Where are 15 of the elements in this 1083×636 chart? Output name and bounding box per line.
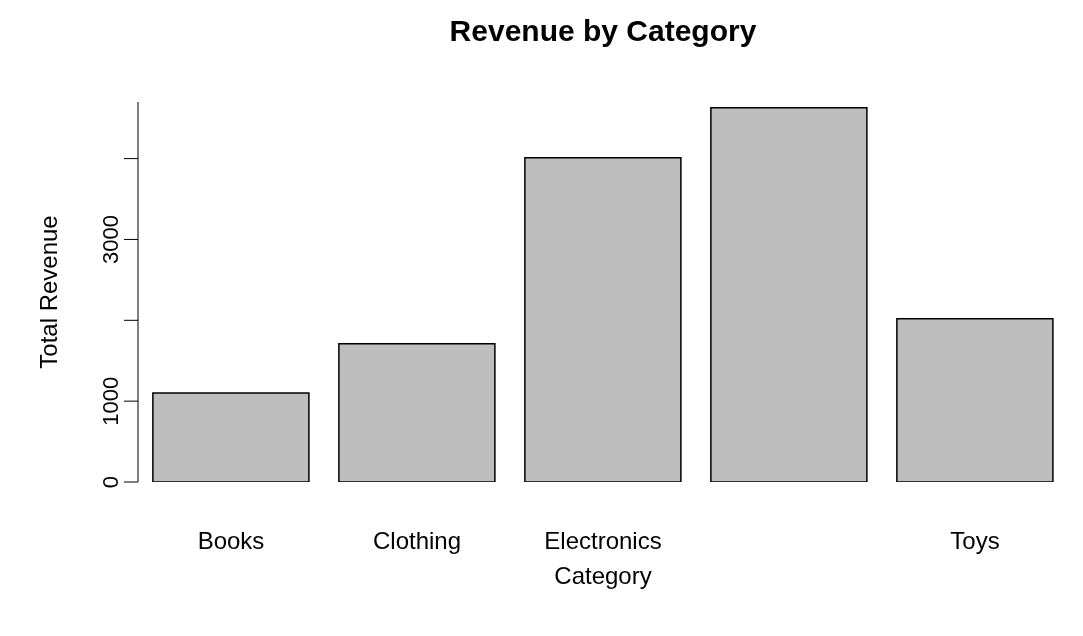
x-axis-title: Category — [554, 562, 652, 589]
y-axis-title: Total Revenue — [34, 215, 62, 369]
bar — [710, 106, 868, 482]
x-tick-label: Toys — [950, 527, 1000, 555]
chart-title: Revenue by Category — [448, 13, 758, 49]
bar — [338, 342, 496, 482]
bar — [524, 157, 682, 482]
x-tick-label: Electronics — [544, 527, 662, 555]
y-tick-label: 0 — [98, 475, 123, 489]
y-tick-label: 1000 — [98, 376, 123, 426]
x-tick-label: Books — [197, 527, 265, 555]
bar — [152, 392, 310, 482]
y-tick-label: 3000 — [98, 214, 123, 264]
bar — [896, 317, 1054, 482]
x-tick-label: Clothing — [372, 527, 462, 555]
